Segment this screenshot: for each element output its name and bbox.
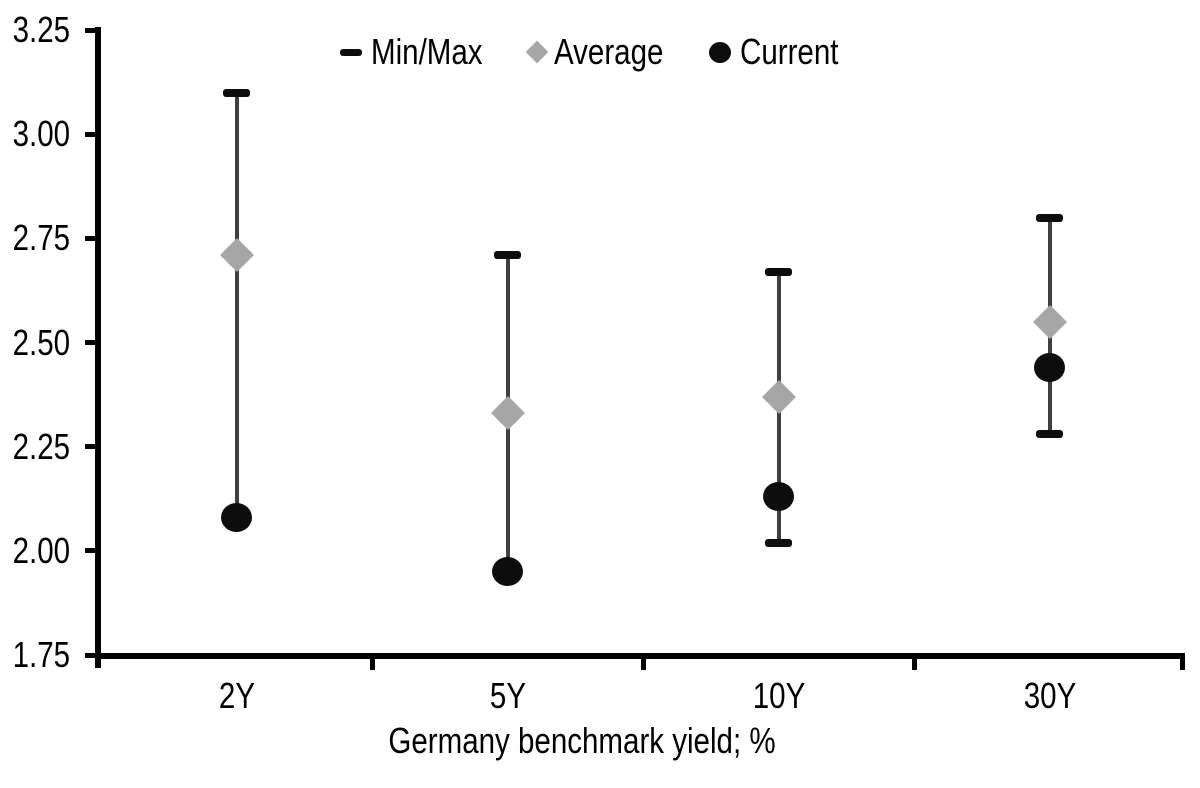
y-axis-tick <box>85 444 95 450</box>
y-axis-tick <box>85 235 95 241</box>
average-marker <box>490 396 525 431</box>
y-axis-label: 3.00 <box>12 113 71 155</box>
max-cap <box>223 88 250 97</box>
x-category-label: 10Y <box>752 675 805 716</box>
y-axis-tick <box>85 27 95 33</box>
y-axis-label: 2.00 <box>12 529 71 571</box>
y-axis-label: 1.75 <box>12 634 71 675</box>
legend-label-minmax: Min/Max <box>370 31 483 72</box>
x-axis-tick <box>369 659 375 670</box>
y-axis-tick <box>85 131 95 137</box>
average-marker <box>1032 304 1067 339</box>
x-axis-tick <box>911 659 917 670</box>
legend-item-current: Current <box>709 30 860 74</box>
x-category-label: 30Y <box>1023 675 1076 716</box>
legend-label-average: Average <box>553 31 664 72</box>
x-axis-tick <box>1180 659 1185 670</box>
x-axis <box>95 653 1185 659</box>
x-axis-tick <box>640 659 646 670</box>
average-marker <box>219 238 254 272</box>
y-axis-tick <box>85 340 95 345</box>
legend-label-current: Current <box>740 31 839 72</box>
y-axis-tick <box>85 548 95 554</box>
y-axis-label: 2.50 <box>12 321 71 363</box>
x-category-label: 5Y <box>489 675 526 716</box>
current-marker <box>763 482 794 512</box>
current-marker <box>1034 353 1065 382</box>
max-cap <box>1036 213 1063 222</box>
legend-item-minmax: Min/Max <box>339 30 507 74</box>
min-cap <box>1036 430 1063 439</box>
minmax-range-line <box>234 92 239 518</box>
average-marker <box>761 379 796 414</box>
x-axis-title: Germany benchmark yield; % <box>388 720 776 761</box>
y-axis-tick <box>85 652 95 658</box>
current-circle-icon <box>709 41 732 63</box>
min-cap <box>765 538 792 547</box>
y-axis <box>95 27 101 668</box>
x-category-label: 2Y <box>218 675 255 716</box>
max-cap <box>765 267 792 276</box>
current-marker <box>221 503 252 532</box>
minmax-dash-icon <box>339 48 362 56</box>
y-axis-label: 2.75 <box>12 217 71 259</box>
y-axis-label: 2.25 <box>12 425 71 467</box>
y-axis-label: 3.25 <box>12 9 71 50</box>
current-marker <box>492 557 523 587</box>
legend-item-average: Average <box>525 30 687 74</box>
legend: Min/Max Average Current <box>0 30 1200 74</box>
max-cap <box>494 251 521 259</box>
